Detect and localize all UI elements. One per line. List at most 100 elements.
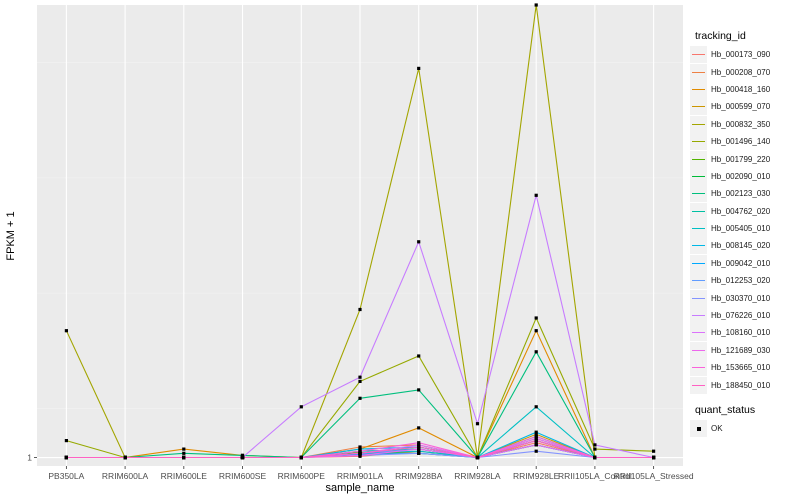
x-axis-ticks: PB350LA RRIM600LA RRIM600LE RRIM600SE RRIM60… xyxy=(48,466,694,481)
legend-label: Hb_002123_030 xyxy=(711,189,771,199)
data-point xyxy=(299,405,303,409)
data-point xyxy=(475,422,480,426)
legend-key xyxy=(690,359,707,377)
legend-key xyxy=(690,98,707,116)
data-point xyxy=(417,443,421,447)
data-point xyxy=(358,375,362,379)
data-point xyxy=(534,430,538,434)
data-point xyxy=(123,455,127,460)
x-tick-label: RRIM600SE xyxy=(219,471,267,481)
x-tick-label: RRII105LA_Stressed xyxy=(614,471,694,481)
legend-key xyxy=(690,324,707,342)
data-point xyxy=(534,193,538,197)
data-point xyxy=(417,66,421,70)
line-swatch-icon xyxy=(692,106,705,108)
data-point xyxy=(417,451,421,455)
legend-item: Hb_000599_070 xyxy=(690,98,798,116)
legend-item: Hb_000208_070 xyxy=(690,63,798,81)
data-point xyxy=(64,439,68,443)
data-point xyxy=(417,449,421,453)
legend-label: Hb_005405_010 xyxy=(711,224,771,234)
legend-item: Hb_008145_020 xyxy=(690,237,798,255)
x-axis-title: sample_name xyxy=(325,482,394,494)
legend-label: Hb_000832_350 xyxy=(711,119,771,129)
line-swatch-icon xyxy=(692,315,705,317)
legend-key xyxy=(690,167,707,185)
legend-label: Hb_009042_010 xyxy=(711,258,771,268)
line-swatch-icon xyxy=(692,349,705,351)
legend-item: Hb_001799_220 xyxy=(690,150,798,168)
legend-items: Hb_000173_090 Hb_000208_070 Hb_000418_160 H… xyxy=(690,46,798,394)
x-tick-label: RRIM600PE xyxy=(278,471,326,481)
legend-item: Hb_009042_010 xyxy=(690,254,798,272)
legend-item: Hb_002123_030 xyxy=(690,185,798,203)
line-swatch-icon xyxy=(692,332,705,334)
x-tick-label: RRIM901LA xyxy=(337,471,384,481)
data-point xyxy=(417,240,421,244)
data-point xyxy=(64,329,68,333)
legend-label: Hb_121689_030 xyxy=(711,345,771,355)
legend-label: Hb_000599_070 xyxy=(711,102,771,112)
line-swatch-icon xyxy=(692,175,705,177)
line-swatch-icon xyxy=(692,228,705,230)
data-point xyxy=(358,453,362,457)
data-point xyxy=(64,455,68,460)
data-point xyxy=(417,441,421,445)
data-point xyxy=(358,307,362,312)
legend-item: Hb_012253_020 xyxy=(690,272,798,290)
data-point xyxy=(593,455,597,460)
legend-key xyxy=(690,115,707,133)
legend-key xyxy=(690,237,707,255)
legend-title: tracking_id xyxy=(695,30,746,42)
legend-item: Hb_188450_010 xyxy=(690,376,798,394)
legend-item: Hb_153665_010 xyxy=(690,359,798,377)
x-tick-label: PB350LA xyxy=(48,471,84,481)
data-points xyxy=(64,3,656,460)
data-point xyxy=(240,453,245,457)
data-point xyxy=(593,443,597,447)
x-tick-label: RRIM600LE xyxy=(161,471,208,481)
legend-key xyxy=(690,220,707,238)
data-point xyxy=(417,445,421,449)
legend-label: Hb_076226_010 xyxy=(711,311,771,321)
legend-item: Hb_000832_350 xyxy=(690,115,798,133)
legend-key xyxy=(690,46,707,64)
line-swatch-icon xyxy=(692,141,705,143)
line-swatch-icon xyxy=(692,280,705,282)
legend-item-ok: OK xyxy=(690,420,798,438)
line-swatch-icon xyxy=(692,245,705,247)
data-point xyxy=(475,455,480,460)
legend-key xyxy=(690,272,707,290)
data-point xyxy=(534,405,538,409)
legend-label: Hb_001496_140 xyxy=(711,137,771,147)
data-point xyxy=(534,439,538,443)
legend-key xyxy=(690,376,707,394)
line-swatch-icon xyxy=(692,158,705,160)
data-point xyxy=(417,426,421,430)
data-point xyxy=(417,388,421,392)
data-point xyxy=(534,441,538,445)
legend-label: Hb_000418_160 xyxy=(711,84,771,94)
line-swatch-icon xyxy=(692,88,705,90)
legend-label: OK xyxy=(711,424,723,434)
data-point xyxy=(299,455,303,460)
data-point xyxy=(534,316,538,320)
line-swatch-icon xyxy=(692,123,705,125)
data-point xyxy=(534,3,538,7)
data-point xyxy=(358,449,362,453)
data-point xyxy=(358,396,362,400)
line-swatch-icon xyxy=(692,54,705,56)
legend-item: Hb_121689_030 xyxy=(690,341,798,359)
data-point xyxy=(358,451,362,455)
legend-key xyxy=(690,289,707,307)
line-swatch-icon xyxy=(692,210,705,212)
legend-key xyxy=(690,133,707,151)
data-point xyxy=(417,354,421,358)
legend-key xyxy=(690,63,707,81)
data-point xyxy=(534,432,538,436)
legend-quant-status: quant_status OK xyxy=(690,404,798,438)
legend-label: Hb_108160_010 xyxy=(711,328,771,338)
y-axis-ticks: 1 xyxy=(27,453,37,463)
legend-item: Hb_108160_010 xyxy=(690,324,798,342)
x-tick-label: RRIM928LE xyxy=(513,471,560,481)
